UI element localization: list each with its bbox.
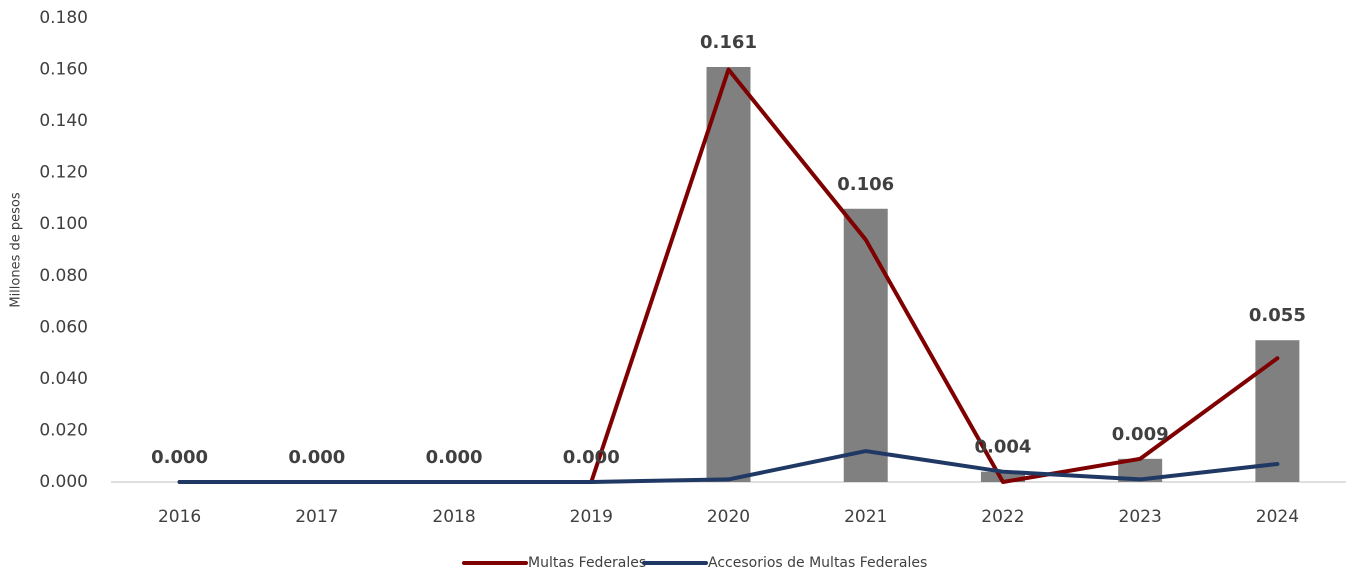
line-series [177,449,1280,484]
y-tick-label: 0.080 [39,266,88,286]
data-label: 0.000 [151,447,208,468]
x-tick-label: 2017 [295,507,338,527]
y-tick-label: 0.180 [39,8,88,28]
x-tick-label: 2019 [570,507,613,527]
y-tick-label: 0.000 [39,472,88,492]
y-tick-label: 0.040 [39,369,88,389]
data-label: 0.000 [426,447,483,468]
x-tick-label: 2023 [1119,507,1162,527]
bar [980,471,1025,482]
x-tick-label: 2020 [707,507,750,527]
data-label: 0.000 [288,447,345,468]
y-tick-label: 0.020 [39,420,88,440]
y-axis-title: Millones de pesos [9,192,24,308]
y-tick-label: 0.160 [39,60,88,80]
bar [843,208,888,482]
legend-label: Multas Federales [528,555,646,571]
x-tick-label: 2022 [981,507,1024,527]
x-tick-label: 2016 [158,507,201,527]
data-label: 0.106 [837,174,894,195]
bar [706,66,751,482]
data-label: 0.004 [974,437,1031,458]
y-tick-label: 0.120 [39,163,88,183]
legend-label: Accesorios de Multas Federales [708,555,927,571]
data-label: 0.009 [1112,424,1169,445]
data-label: 0.161 [700,32,757,53]
x-tick-label: 2024 [1256,507,1299,527]
x-tick-label: 2018 [432,507,475,527]
data-label: 0.000 [563,447,620,468]
y-tick-label: 0.100 [39,214,88,234]
bar [1255,340,1300,482]
y-tick-label: 0.140 [39,111,88,131]
data-label: 0.055 [1249,305,1306,326]
x-tick-label: 2021 [844,507,887,527]
y-tick-label: 0.060 [39,317,88,337]
